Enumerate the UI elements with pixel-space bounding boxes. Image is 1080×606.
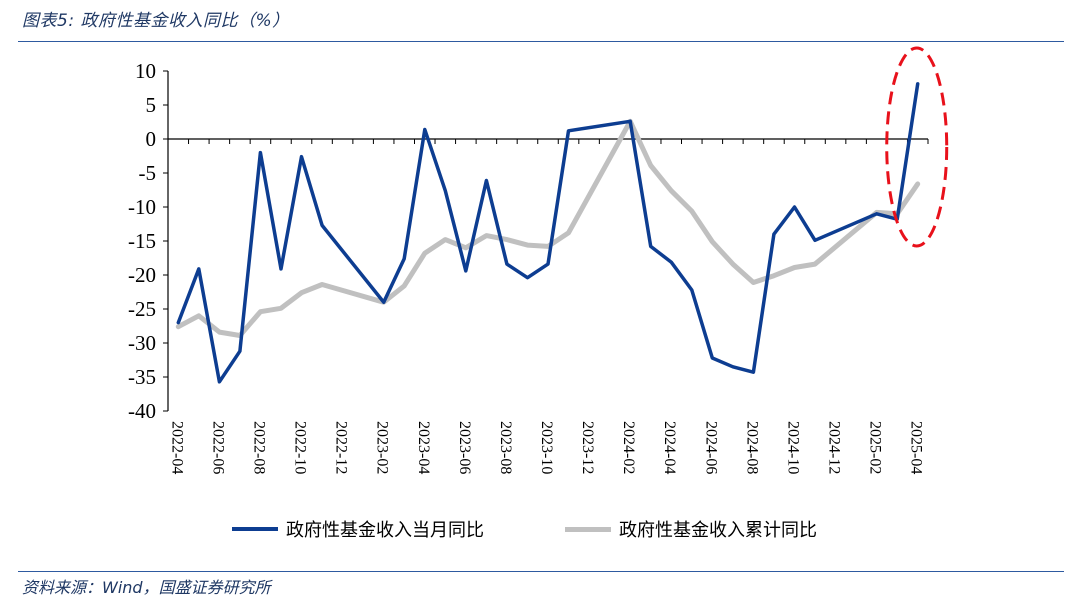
- x-tick-label: 2022-04: [168, 421, 185, 474]
- x-tick-label: 2025-02: [867, 421, 884, 474]
- legend-item-monthly: 政府性基金收入当月同比: [232, 514, 484, 544]
- x-tick-label: 2024-02: [620, 421, 637, 474]
- x-tick-label: 2024-08: [743, 421, 760, 474]
- x-tick-label: 2023-06: [456, 421, 473, 474]
- x-tick-label: 2024-04: [661, 421, 678, 474]
- source-note: 资料来源：Wind，国盛证券研究所: [22, 578, 271, 597]
- legend-label-cumulative: 政府性基金收入累计同比: [619, 520, 817, 541]
- highlight-ellipse: [885, 46, 949, 248]
- bottom-rule: [18, 571, 1064, 572]
- y-tick-label: 0: [146, 127, 157, 151]
- x-tick-label: 2023-08: [497, 421, 514, 474]
- x-tick-label: 2025-04: [908, 421, 925, 474]
- y-tick-label: 10: [135, 59, 156, 83]
- x-tick-label: 2023-02: [374, 421, 391, 474]
- x-tick-label: 2024-06: [702, 421, 719, 474]
- legend-swatch-monthly: [232, 527, 278, 531]
- series-lines: [175, 82, 921, 384]
- x-tick-label: 2024-12: [826, 421, 843, 474]
- y-tick-labels: 10 5 0 -5 -10 -15 -20 -25 -30 -35 -40: [128, 59, 156, 423]
- x-tick-label: 2023-12: [579, 421, 596, 474]
- legend-label-monthly: 政府性基金收入当月同比: [286, 520, 484, 541]
- y-tick-label: 5: [146, 93, 157, 117]
- top-rule: [18, 41, 1064, 42]
- y-tick-label: -20: [128, 263, 156, 287]
- x-tick-label: 2024-10: [784, 421, 801, 474]
- legend-item-cumulative: 政府性基金收入累计同比: [565, 514, 817, 544]
- highlight-annotation: [885, 46, 949, 248]
- x-tick-label: 2023-04: [415, 421, 432, 474]
- x-tick-label: 2022-12: [333, 421, 350, 474]
- x-tick-label: 2022-06: [209, 421, 226, 474]
- y-tick-label: -30: [128, 331, 156, 355]
- y-tick-label: -15: [128, 229, 156, 253]
- x-tick-label: 2023-10: [538, 421, 555, 474]
- y-tick-label: -25: [128, 297, 156, 321]
- legend-swatch-cumulative: [565, 526, 611, 532]
- y-tick-label: -35: [128, 365, 156, 389]
- series-line-cumulative: [175, 118, 921, 338]
- y-tick-label: -40: [128, 399, 156, 423]
- x-tick-label: 2022-08: [250, 421, 267, 474]
- figure-title: 图表5: 政府性基金收入同比（%）: [22, 11, 290, 31]
- y-tick-label: -10: [128, 195, 156, 219]
- y-tick-label: -5: [139, 161, 157, 185]
- series-line-monthly: [176, 82, 920, 384]
- x-tick-labels: 2022-04 2022-06 2022-08 2022-10 2022-12 2023-…: [168, 421, 924, 474]
- x-tick-label: 2022-10: [292, 421, 309, 474]
